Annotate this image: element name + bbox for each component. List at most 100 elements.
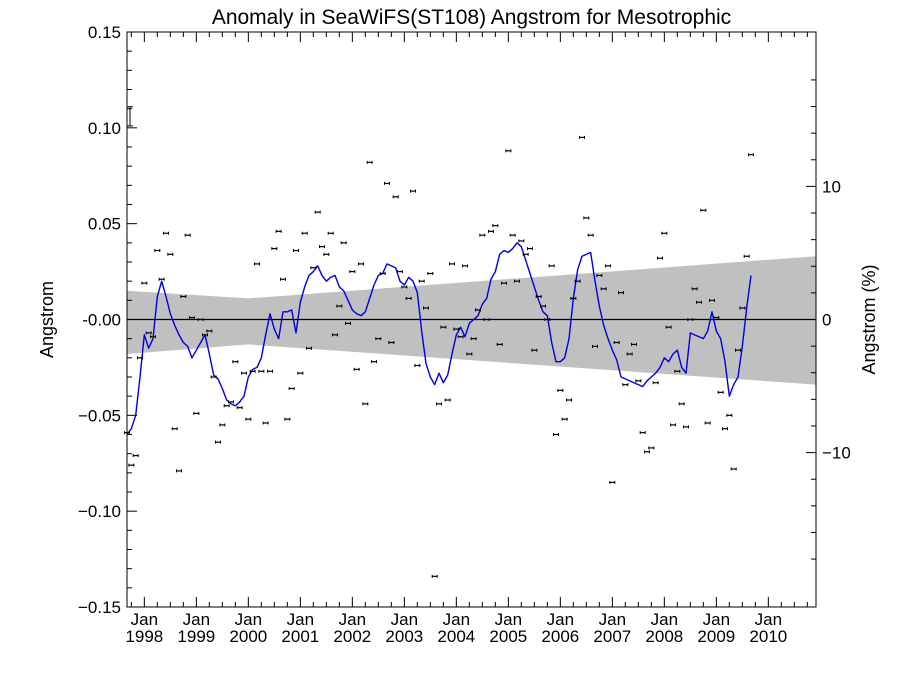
- data-point: [691, 287, 698, 291]
- data-point: [249, 369, 256, 373]
- data-point: [505, 149, 512, 153]
- data-point: [306, 346, 312, 350]
- data-point: [280, 277, 286, 281]
- data-point: [384, 181, 390, 185]
- right-axis: 10 0 −10: [806, 79, 851, 560]
- x-tick-label-year: 2006: [541, 627, 579, 646]
- data-point: [189, 316, 195, 320]
- y-tick-label: −0.15: [78, 598, 121, 617]
- data-point: [717, 390, 724, 394]
- data-point: [518, 239, 525, 243]
- data-point: [362, 402, 369, 406]
- confidence-band: [127, 256, 816, 385]
- data-point: [410, 189, 416, 193]
- data-point: [548, 264, 555, 268]
- data-point: [180, 295, 187, 298]
- data-point: [652, 381, 659, 385]
- data-point: [488, 229, 494, 233]
- data-point: [202, 333, 208, 337]
- data-point: [223, 404, 230, 408]
- data-point: [388, 341, 395, 344]
- x-tick-label-month: Jan: [235, 610, 262, 629]
- data-point: [605, 264, 611, 268]
- x-tick-label-year: 1998: [125, 627, 163, 646]
- data-point: [414, 364, 421, 367]
- data-point: [401, 285, 408, 289]
- data-point: [609, 480, 616, 484]
- bottom-axis: Jan1998Jan1999Jan2000Jan2001Jan2002Jan20…: [125, 32, 808, 646]
- x-tick-label-year: 2001: [281, 627, 319, 646]
- data-point: [657, 256, 663, 260]
- data-point: [475, 308, 481, 312]
- data-point: [665, 325, 672, 329]
- y-right-tick-label: 10: [822, 177, 841, 196]
- x-tick-label-month: Jan: [495, 610, 522, 629]
- data-point: [570, 296, 577, 300]
- data-point: [167, 252, 174, 256]
- data-point: [704, 421, 711, 425]
- data-point: [531, 348, 538, 352]
- data-point: [219, 423, 226, 427]
- data-point: [297, 371, 304, 375]
- data-point: [687, 318, 694, 321]
- data-point: [583, 216, 590, 220]
- data-point: [635, 379, 642, 383]
- data-point: [722, 427, 728, 431]
- data-point: [405, 296, 412, 300]
- data-point: [587, 233, 594, 237]
- y-tick-label: -0.00: [82, 311, 121, 330]
- data-point: [267, 369, 273, 373]
- data-point: [427, 272, 434, 275]
- data-point: [132, 454, 139, 458]
- data-point: [128, 463, 135, 467]
- data-point: [293, 249, 299, 252]
- data-point: [674, 369, 681, 373]
- x-tick-label-year: 2007: [593, 627, 631, 646]
- data-point: [678, 402, 685, 406]
- data-point: [509, 233, 516, 237]
- x-tick-label-year: 2008: [645, 627, 683, 646]
- data-point: [353, 367, 360, 371]
- data-point: [730, 467, 737, 471]
- data-point: [726, 413, 733, 417]
- x-tick-label-month: Jan: [599, 610, 626, 629]
- data-point: [661, 231, 668, 235]
- data-point: [709, 298, 715, 302]
- data-point: [314, 210, 321, 214]
- data-point: [215, 440, 221, 444]
- data-point: [527, 247, 533, 251]
- data-point: [540, 304, 546, 308]
- data-point: [197, 318, 204, 321]
- data-point: [236, 406, 243, 410]
- data-point: [444, 398, 451, 402]
- data-point: [271, 247, 278, 251]
- y-tick-label: −0.10: [78, 502, 121, 521]
- data-point: [375, 337, 382, 341]
- data-points-layer: [124, 106, 754, 578]
- data-point: [327, 231, 334, 235]
- data-point: [592, 344, 598, 348]
- data-point: [514, 279, 520, 283]
- data-point: [470, 337, 477, 341]
- data-point: [150, 335, 156, 339]
- x-tick-label-year: 2004: [437, 627, 475, 646]
- x-tick-label-year: 1999: [177, 627, 215, 646]
- data-point: [700, 208, 707, 212]
- data-point: [358, 262, 364, 266]
- data-point: [245, 417, 252, 421]
- data-point: [626, 352, 633, 356]
- y-axis-label: Angstrom: [37, 281, 57, 358]
- data-point: [618, 291, 624, 295]
- x-tick-label-month: Jan: [183, 610, 210, 629]
- data-point: [323, 252, 330, 256]
- data-point: [522, 252, 529, 256]
- data-point: [310, 266, 317, 270]
- data-point: [258, 369, 265, 373]
- data-point: [696, 300, 702, 304]
- data-point: [496, 342, 503, 346]
- data-point: [423, 306, 429, 310]
- data-point: [479, 233, 486, 237]
- data-point: [457, 335, 464, 339]
- x-tick-label-month: Jan: [287, 610, 314, 629]
